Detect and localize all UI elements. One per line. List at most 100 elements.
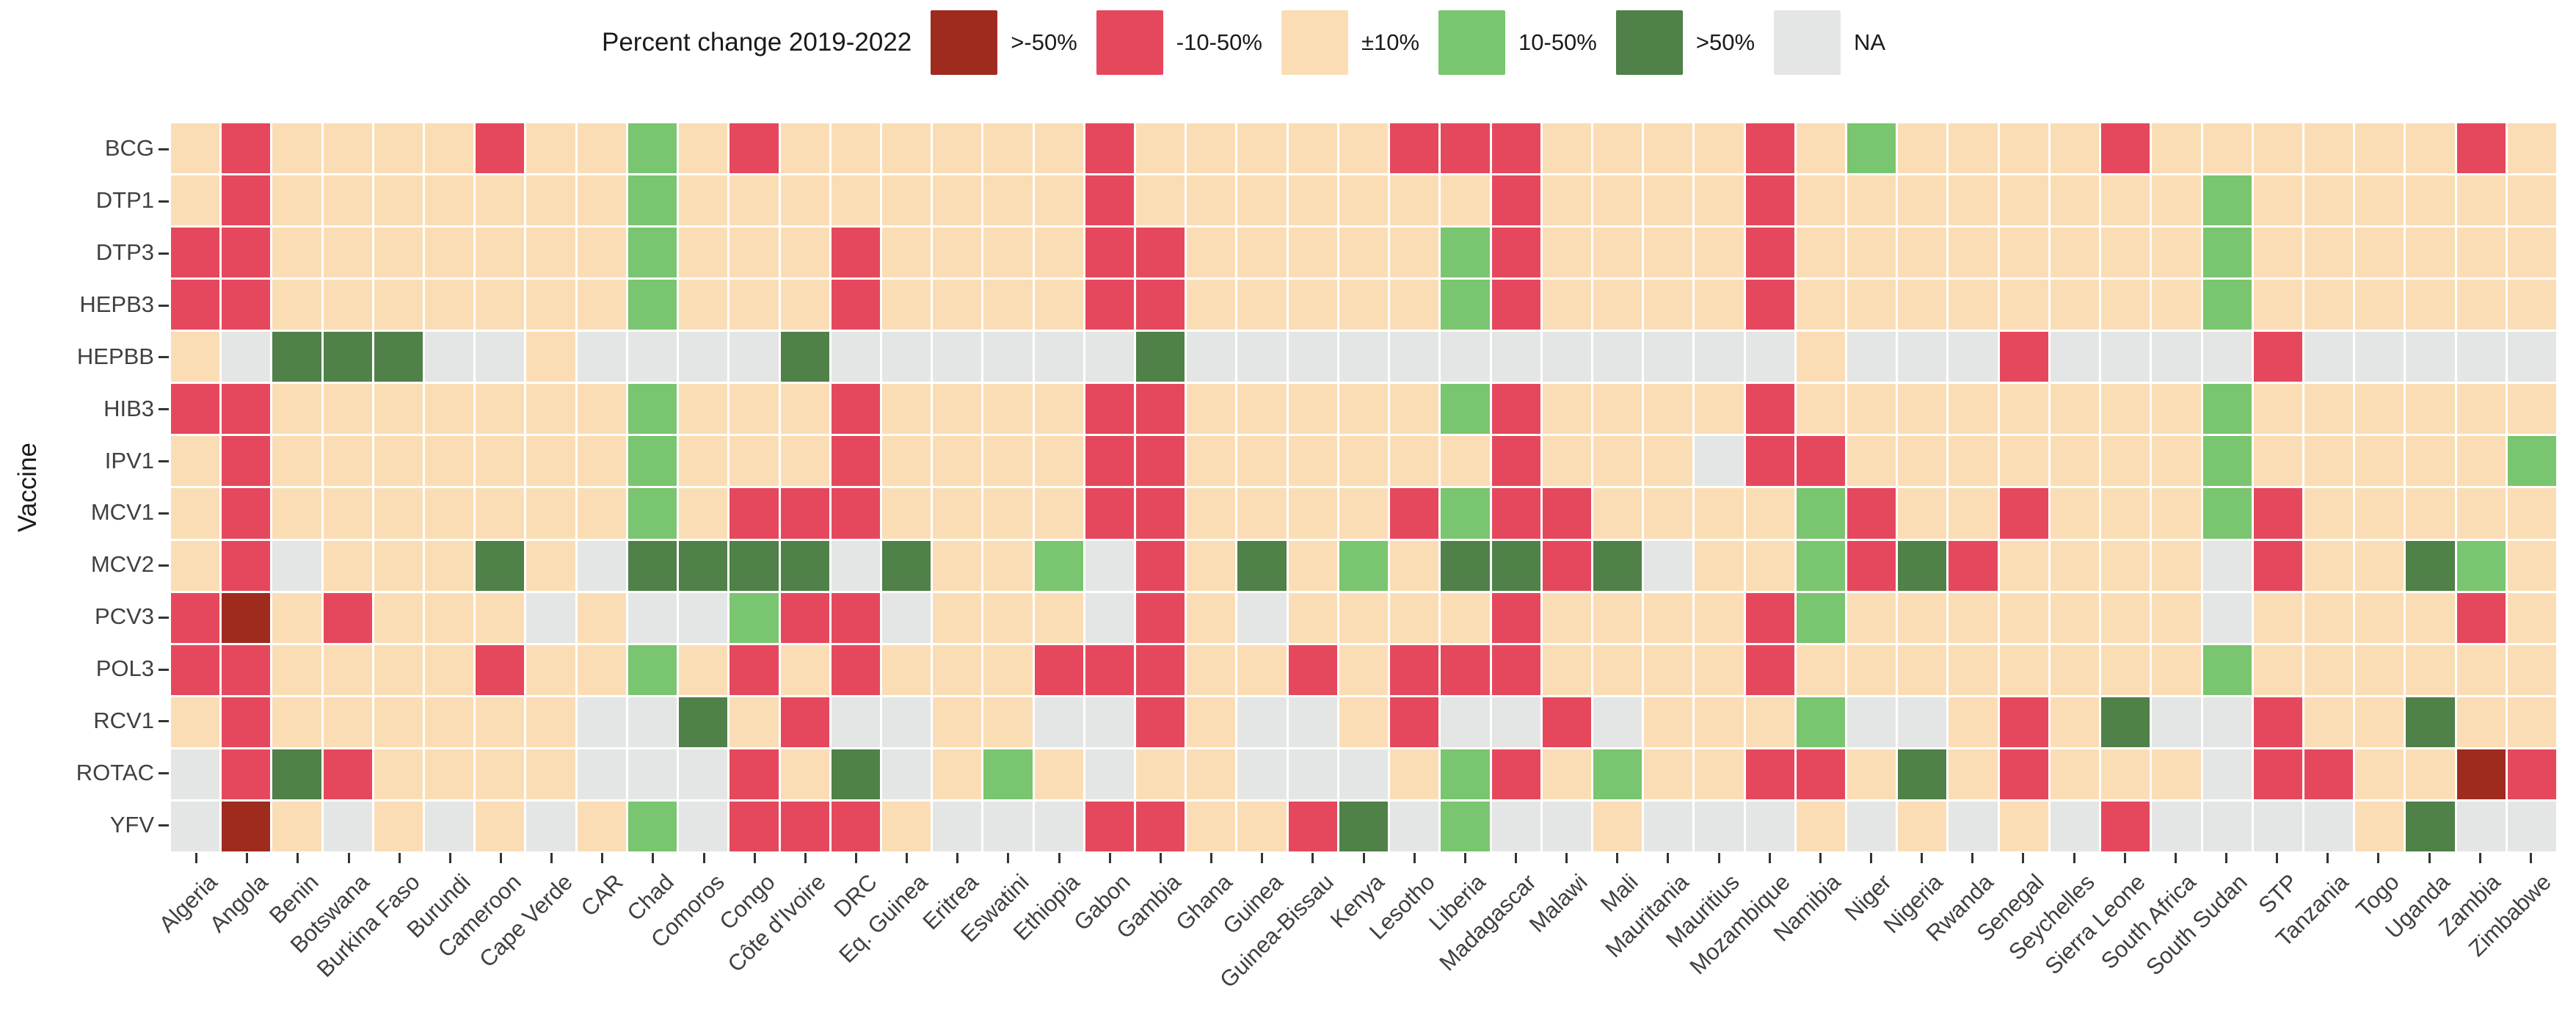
- heatmap-cell: [323, 801, 372, 851]
- heatmap-cell: [1390, 749, 1439, 799]
- heatmap-cell: [2507, 801, 2556, 851]
- heatmap-cell: [374, 540, 423, 591]
- heatmap-cell: [1441, 644, 1490, 695]
- heatmap-cell: [983, 697, 1033, 747]
- heatmap-cell: [1999, 436, 2048, 487]
- heatmap-cell: [1644, 384, 1693, 435]
- heatmap-cell: [577, 280, 626, 330]
- heatmap-cell: [272, 228, 321, 278]
- heatmap-cell: [1695, 123, 1744, 174]
- heatmap-cell: [1441, 540, 1490, 591]
- heatmap-cell: [2101, 332, 2150, 382]
- legend-swatch-N: [1774, 10, 1841, 75]
- heatmap-cell: [627, 488, 677, 539]
- heatmap-cell: [1339, 280, 1389, 330]
- heatmap-cell: [2406, 488, 2455, 539]
- heatmap-cell: [577, 123, 626, 174]
- heatmap-cell: [1441, 436, 1490, 487]
- heatmap-cell: [2304, 228, 2354, 278]
- heatmap-cell: [780, 332, 829, 382]
- heatmap-cell: [1796, 801, 1846, 851]
- legend-item-label: >50%: [1695, 29, 1755, 55]
- heatmap-cell: [2253, 280, 2302, 330]
- heatmap-cell: [2406, 280, 2455, 330]
- legend-swatch-R: [1096, 10, 1163, 75]
- heatmap-cell: [933, 592, 982, 643]
- legend-item-label: >-50%: [1011, 29, 1077, 55]
- y-axis-label-bcg: BCG: [104, 135, 154, 161]
- heatmap-cell: [1085, 175, 1135, 226]
- heatmap-cell: [1542, 175, 1591, 226]
- heatmap-cell: [1999, 123, 2048, 174]
- heatmap-cell: [476, 592, 525, 643]
- heatmap-cell: [729, 697, 779, 747]
- heatmap-cell: [1847, 697, 1896, 747]
- heatmap-cell: [1085, 332, 1135, 382]
- heatmap-cell: [2152, 228, 2201, 278]
- heatmap-cell: [1999, 592, 2048, 643]
- heatmap-cell: [729, 540, 779, 591]
- heatmap-cell: [2202, 228, 2252, 278]
- x-axis-tick: [1921, 853, 1924, 863]
- heatmap-cell: [1187, 697, 1236, 747]
- heatmap-cell: [323, 384, 372, 435]
- heatmap-cell: [2202, 644, 2252, 695]
- heatmap-cell: [2101, 123, 2150, 174]
- heatmap-cell: [577, 228, 626, 278]
- y-axis-tick: [159, 564, 169, 567]
- heatmap-cell: [2507, 592, 2556, 643]
- heatmap-cell: [679, 123, 728, 174]
- heatmap-cell: [323, 436, 372, 487]
- heatmap-cell: [323, 540, 372, 591]
- heatmap-cell: [272, 488, 321, 539]
- heatmap-cell: [374, 280, 423, 330]
- heatmap-cell: [374, 228, 423, 278]
- heatmap-cell: [1745, 592, 1794, 643]
- heatmap-cell: [2507, 228, 2556, 278]
- heatmap-cell: [2406, 644, 2455, 695]
- heatmap-cell: [627, 540, 677, 591]
- heatmap-cell: [1542, 488, 1591, 539]
- x-axis-tick: [956, 853, 959, 863]
- heatmap-cell: [476, 332, 525, 382]
- heatmap-cell: [1593, 749, 1642, 799]
- heatmap-cell: [1999, 280, 2048, 330]
- heatmap-cell: [933, 540, 982, 591]
- heatmap-cell: [476, 175, 525, 226]
- heatmap-cell: [374, 436, 423, 487]
- heatmap-cell: [526, 801, 575, 851]
- heatmap-cell: [1999, 540, 2048, 591]
- heatmap-cell: [1034, 228, 1083, 278]
- heatmap-cell: [425, 175, 474, 226]
- x-axis-tick: [1159, 853, 1162, 863]
- legend-swatch-O: [1281, 10, 1348, 75]
- heatmap-cell: [1187, 488, 1236, 539]
- heatmap-cell: [1288, 801, 1337, 851]
- heatmap-cell: [627, 592, 677, 643]
- heatmap-cell: [1796, 697, 1846, 747]
- y-axis-tick: [159, 616, 169, 619]
- heatmap-cell: [272, 123, 321, 174]
- heatmap-cell: [526, 488, 575, 539]
- heatmap-cell: [1085, 592, 1135, 643]
- heatmap-cell: [983, 488, 1033, 539]
- heatmap-cell: [933, 488, 982, 539]
- heatmap-cell: [1847, 592, 1896, 643]
- heatmap-cell: [1491, 644, 1540, 695]
- heatmap-cell: [476, 540, 525, 591]
- heatmap-cell: [2456, 749, 2506, 799]
- heatmap-cell: [1288, 280, 1337, 330]
- heatmap-cell: [2202, 436, 2252, 487]
- heatmap-cell: [222, 280, 271, 330]
- heatmap-cell: [1390, 228, 1439, 278]
- x-axis-tick: [246, 853, 249, 863]
- heatmap-cell: [1745, 749, 1794, 799]
- heatmap-cell: [425, 540, 474, 591]
- heatmap-cell: [1288, 175, 1337, 226]
- heatmap-cell: [2304, 436, 2354, 487]
- heatmap-cell: [1034, 749, 1083, 799]
- heatmap-cell: [2202, 540, 2252, 591]
- heatmap-cell: [171, 488, 220, 539]
- heatmap-cell: [2456, 436, 2506, 487]
